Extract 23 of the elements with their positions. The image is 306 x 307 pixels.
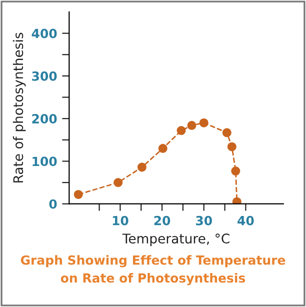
point <box>176 126 186 136</box>
point <box>227 142 236 152</box>
point <box>114 178 123 188</box>
y-tick-label: 400 <box>32 28 57 38</box>
y-tick-label: 300 <box>32 71 57 81</box>
y-tick-label: 200 <box>32 114 57 124</box>
point <box>222 128 232 138</box>
text: Graph Showing Effect of Temperature on Rate of Photosynthesis <box>20 255 286 286</box>
point <box>232 197 242 204</box>
x-tick-label: 10 <box>112 216 128 226</box>
point <box>199 118 208 128</box>
y-tick-label: 100 <box>32 156 57 166</box>
point <box>187 120 196 130</box>
y-axis-title: Rate of photosynthesis <box>12 32 26 182</box>
x-tick-label: 40 <box>238 216 254 226</box>
y-tick-label: 0 <box>49 199 57 209</box>
point <box>137 162 146 172</box>
x-tick-label: 20 <box>154 216 170 226</box>
point <box>158 144 168 153</box>
point <box>74 190 83 199</box>
point <box>231 166 240 176</box>
x-axis-title: Temperature, °C <box>122 234 230 246</box>
x-tick-label: 30 <box>196 216 212 226</box>
